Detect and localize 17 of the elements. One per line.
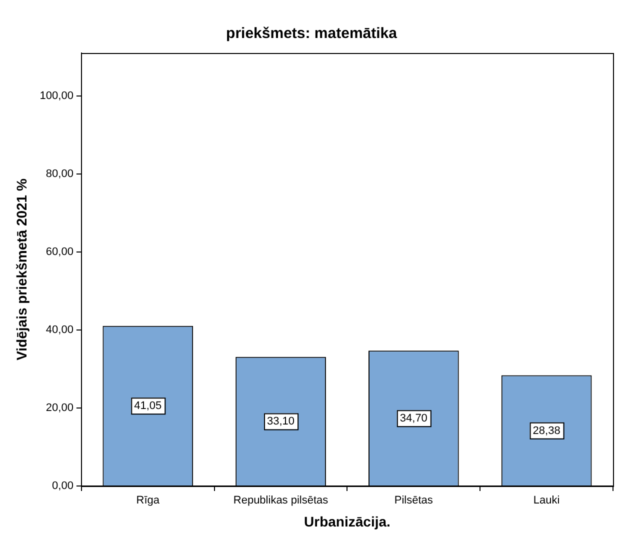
data-label: 41,05	[134, 400, 162, 412]
y-tick-label: 40,00	[46, 324, 74, 336]
y-tick-label: 100,00	[40, 90, 74, 102]
y-tick-label: 20,00	[46, 402, 74, 414]
x-tick-label: Rīga	[136, 494, 160, 507]
x-tick-label: Pilsētas	[394, 494, 434, 507]
x-tick-label: Lauki	[533, 494, 560, 507]
y-tick-label: 80,00	[46, 168, 74, 180]
data-label: 33,10	[267, 416, 295, 428]
data-label: 28,38	[532, 424, 560, 437]
y-tick-label: 60,00	[46, 246, 74, 258]
y-axis-title: Vidējais priekšmetā 2021 %	[13, 178, 30, 360]
y-tick-label: 0,00	[52, 480, 74, 492]
data-label: 34,70	[400, 412, 428, 425]
x-tick-label: Republikas pilsētas	[233, 494, 329, 507]
chart-title: priekšmets: matemātika	[226, 25, 398, 42]
x-axis-title: Urbanizācija.	[304, 513, 390, 530]
